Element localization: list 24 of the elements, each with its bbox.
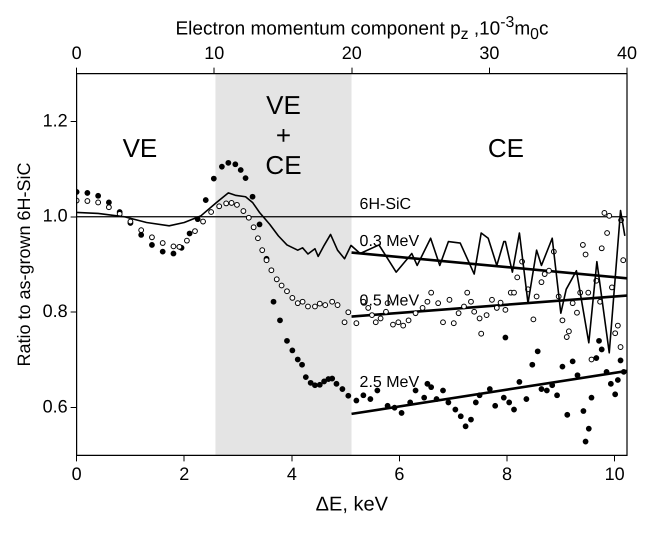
series-label: 2.5 MeV	[360, 374, 420, 391]
annotation: VE	[122, 133, 158, 164]
x2-tick-label: 10	[204, 42, 224, 63]
x-tick-label: 0	[72, 464, 82, 484]
x-tick-label: 8	[502, 464, 512, 484]
x2-tick-label: 20	[342, 42, 362, 63]
x-tick-label: 4	[286, 464, 297, 484]
band-label: VE + CE	[265, 90, 302, 180]
x-tick-label: 2	[179, 464, 190, 484]
x-tick-label: 10	[604, 464, 625, 484]
x-axis-title: ΔE, keV	[316, 494, 389, 516]
x2-tick-label: 0	[72, 42, 82, 63]
x2-axis-title: Electron momentum component p$_{z}$ ,10$^{-3}$m$_{0}$c	[174, 14, 550, 44]
series-label: 0.5 MeV	[360, 292, 420, 310]
x-tick-label: 6	[394, 464, 404, 484]
y-tick-label: 0.8	[42, 301, 68, 322]
y-tick-label: 1.0	[42, 206, 68, 226]
x2-tick-label: 30	[479, 42, 500, 63]
annotation: CE	[488, 133, 524, 164]
y-tick-label: 1.2	[42, 110, 68, 130]
y-tick-label: 0.6	[42, 396, 68, 417]
y-axis-title: Ratio to as-grown 6H-SiC	[14, 162, 34, 367]
x2-tick-label: 40	[616, 42, 638, 63]
ref-line-label: 6H-SiC	[360, 196, 412, 214]
